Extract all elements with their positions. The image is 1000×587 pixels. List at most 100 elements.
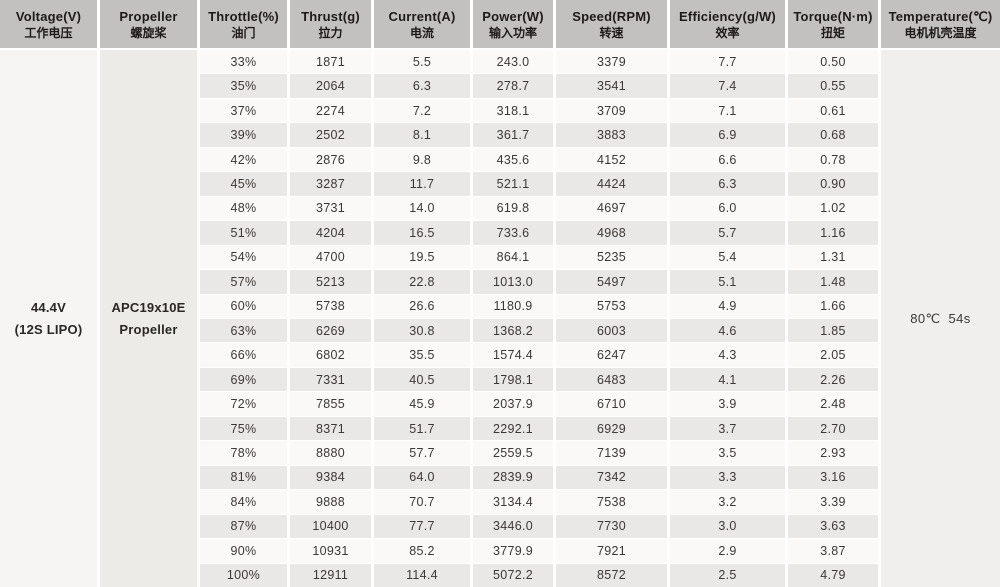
cell-power: 521.1 bbox=[473, 172, 553, 196]
cell-current: 11.7 bbox=[374, 172, 470, 196]
header-thrust-en: Thrust(g) bbox=[301, 8, 360, 24]
cell-efficiency: 6.3 bbox=[670, 172, 785, 196]
cell-speed: 6483 bbox=[556, 367, 667, 392]
cell-power: 435.6 bbox=[473, 147, 553, 172]
cell-torque: 2.26 bbox=[788, 367, 878, 392]
cell-torque: 1.16 bbox=[788, 221, 878, 245]
cell-efficiency: 3.3 bbox=[670, 465, 785, 490]
cell-speed: 4152 bbox=[556, 147, 667, 172]
cell-efficiency: 3.5 bbox=[670, 441, 785, 465]
cell-thrust: 5213 bbox=[290, 270, 371, 294]
cell-throttle: 81% bbox=[200, 465, 287, 490]
cell-torque: 1.85 bbox=[788, 318, 878, 343]
cell-power: 3134.4 bbox=[473, 490, 553, 514]
cell-power: 361.7 bbox=[473, 123, 553, 147]
cell-thrust: 4204 bbox=[290, 221, 371, 245]
propeller-model: APC19x10E bbox=[111, 299, 186, 315]
cell-throttle: 51% bbox=[200, 221, 287, 245]
cell-torque: 2.70 bbox=[788, 416, 878, 441]
cell-efficiency: 5.7 bbox=[670, 221, 785, 245]
cell-thrust: 6802 bbox=[290, 343, 371, 367]
cell-throttle: 42% bbox=[200, 147, 287, 172]
cell-power: 864.1 bbox=[473, 245, 553, 270]
cell-thrust: 5738 bbox=[290, 294, 371, 318]
cell-current: 30.8 bbox=[374, 318, 470, 343]
cell-efficiency: 7.1 bbox=[670, 98, 785, 123]
cell-speed: 8572 bbox=[556, 563, 667, 587]
header-speed-cn: 转速 bbox=[599, 25, 624, 40]
cell-throttle: 60% bbox=[200, 294, 287, 318]
cell-speed: 4968 bbox=[556, 221, 667, 245]
thrust-rows: 1871 2064 2274 2502 2876 3287 3731 4204 4700 5213… bbox=[290, 50, 371, 587]
header-power: Power(W) 输入功率 bbox=[473, 0, 553, 48]
cell-current: 77.7 bbox=[374, 514, 470, 539]
header-temperature: Temperature(℃) 电机机壳温度 bbox=[881, 0, 1000, 48]
header-torque-cn: 扭矩 bbox=[820, 25, 845, 40]
cell-power: 1180.9 bbox=[473, 294, 553, 318]
cell-current: 85.2 bbox=[374, 539, 470, 563]
cell-torque: 2.93 bbox=[788, 441, 878, 465]
header-propeller-en: Propeller bbox=[119, 8, 178, 24]
cell-throttle: 33% bbox=[200, 50, 287, 74]
cell-efficiency: 3.0 bbox=[670, 514, 785, 539]
cell-throttle: 48% bbox=[200, 196, 287, 221]
cell-speed: 7921 bbox=[556, 539, 667, 563]
cell-torque: 1.02 bbox=[788, 196, 878, 221]
cell-speed: 7139 bbox=[556, 441, 667, 465]
cell-thrust: 2502 bbox=[290, 123, 371, 147]
header-propeller-cn: 螺旋桨 bbox=[130, 25, 167, 40]
column-propeller: Propeller 螺旋桨 APC19x10E Propeller bbox=[100, 0, 197, 587]
cell-speed: 6710 bbox=[556, 392, 667, 416]
cell-current: 22.8 bbox=[374, 270, 470, 294]
voltage-battery-type: (12S LIPO) bbox=[14, 321, 83, 337]
cell-efficiency: 4.1 bbox=[670, 367, 785, 392]
cell-current: 8.1 bbox=[374, 123, 470, 147]
header-efficiency-cn: 效率 bbox=[715, 25, 740, 40]
cell-power: 2559.5 bbox=[473, 441, 553, 465]
cell-power: 278.7 bbox=[473, 74, 553, 98]
cell-power: 1574.4 bbox=[473, 343, 553, 367]
cell-current: 114.4 bbox=[374, 563, 470, 587]
header-speed: Speed(RPM) 转速 bbox=[556, 0, 667, 48]
cell-thrust: 3287 bbox=[290, 172, 371, 196]
cell-torque: 0.55 bbox=[788, 74, 878, 98]
cell-throttle: 35% bbox=[200, 74, 287, 98]
propeller-cell: APC19x10E Propeller bbox=[100, 50, 197, 587]
cell-current: 26.6 bbox=[374, 294, 470, 318]
cell-throttle: 39% bbox=[200, 123, 287, 147]
cell-power: 3779.9 bbox=[473, 539, 553, 563]
cell-speed: 3883 bbox=[556, 123, 667, 147]
temperature-value: 80℃ 54s bbox=[910, 310, 971, 326]
cell-throttle: 72% bbox=[200, 392, 287, 416]
cell-speed: 4424 bbox=[556, 172, 667, 196]
column-throttle: Throttle(%) 油门 33% 35% 37% 39% 42% 45% 48% 51% 5… bbox=[200, 0, 287, 587]
cell-torque: 3.87 bbox=[788, 539, 878, 563]
header-propeller: Propeller 螺旋桨 bbox=[100, 0, 197, 48]
cell-thrust: 12911 bbox=[290, 563, 371, 587]
cell-thrust: 2876 bbox=[290, 147, 371, 172]
propeller-label: Propeller bbox=[119, 321, 178, 337]
column-temperature: Temperature(℃) 电机机壳温度 80℃ 54s bbox=[881, 0, 1000, 587]
cell-speed: 6247 bbox=[556, 343, 667, 367]
cell-power: 2037.9 bbox=[473, 392, 553, 416]
cell-thrust: 9888 bbox=[290, 490, 371, 514]
cell-power: 2292.1 bbox=[473, 416, 553, 441]
column-torque: Torque(N·m) 扭矩 0.50 0.55 0.61 0.68 0.78 0.90 1… bbox=[788, 0, 878, 587]
cell-speed: 5497 bbox=[556, 270, 667, 294]
header-voltage-en: Voltage(V) bbox=[15, 8, 82, 24]
cell-thrust: 7331 bbox=[290, 367, 371, 392]
cell-efficiency: 4.6 bbox=[670, 318, 785, 343]
cell-throttle: 75% bbox=[200, 416, 287, 441]
cell-thrust: 1871 bbox=[290, 50, 371, 74]
cell-current: 35.5 bbox=[374, 343, 470, 367]
cell-torque: 1.66 bbox=[788, 294, 878, 318]
header-throttle-cn: 油门 bbox=[231, 25, 256, 40]
cell-speed: 5753 bbox=[556, 294, 667, 318]
cell-power: 619.8 bbox=[473, 196, 553, 221]
cell-power: 1013.0 bbox=[473, 270, 553, 294]
cell-speed: 3541 bbox=[556, 74, 667, 98]
cell-torque: 1.31 bbox=[788, 245, 878, 270]
cell-power: 733.6 bbox=[473, 221, 553, 245]
cell-speed: 3709 bbox=[556, 98, 667, 123]
